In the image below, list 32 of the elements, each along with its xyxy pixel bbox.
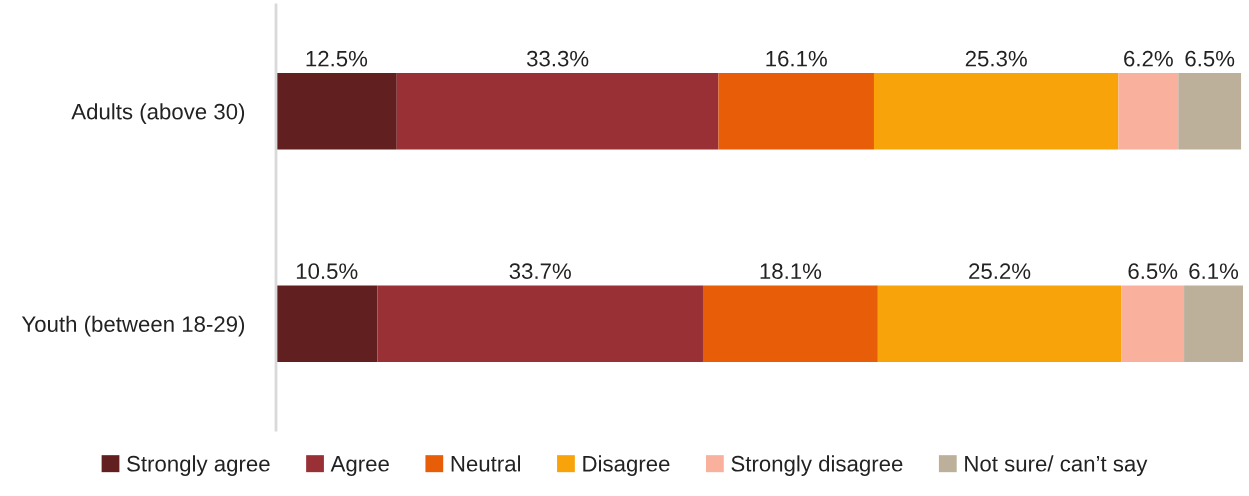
bar [1178,73,1242,150]
legend-label: Neutral [451,455,521,472]
data-label: 16.1% [766,50,827,67]
y-tick-label: Youth (between 18-29) [21,315,245,337]
data-label: 12.5% [306,50,368,67]
bar [877,285,1122,362]
data-label: 6.5% [1185,50,1235,67]
data-label: 33.3% [526,50,589,67]
bar [718,73,874,150]
data-label: 33.7% [509,263,571,280]
bar [1121,285,1185,362]
bar [873,73,1119,150]
data-label: 6.1% [1189,263,1239,280]
data-label: 18.1% [760,263,822,280]
data-label: 10.5% [296,263,358,280]
data-label: 6.5% [1128,263,1178,280]
bar [1118,73,1179,150]
legend-label: Disagree [583,455,670,476]
legend-label: Strongly agree [127,455,270,476]
legend-label: Agree [330,456,389,476]
legend-label: Strongly disagree [731,455,903,476]
y-tick-label: Adults (above 30) [71,103,245,124]
legend-label: Not sure/ can’t say [965,455,1148,476]
data-label: 25.2% [969,263,1031,280]
data-label: 25.3% [965,50,1027,67]
bar [396,73,719,150]
bar [702,285,878,362]
bar [276,285,378,362]
bar [1184,285,1243,362]
bar [276,73,397,150]
data-label: 6.2% [1124,50,1173,67]
bar [377,285,703,362]
